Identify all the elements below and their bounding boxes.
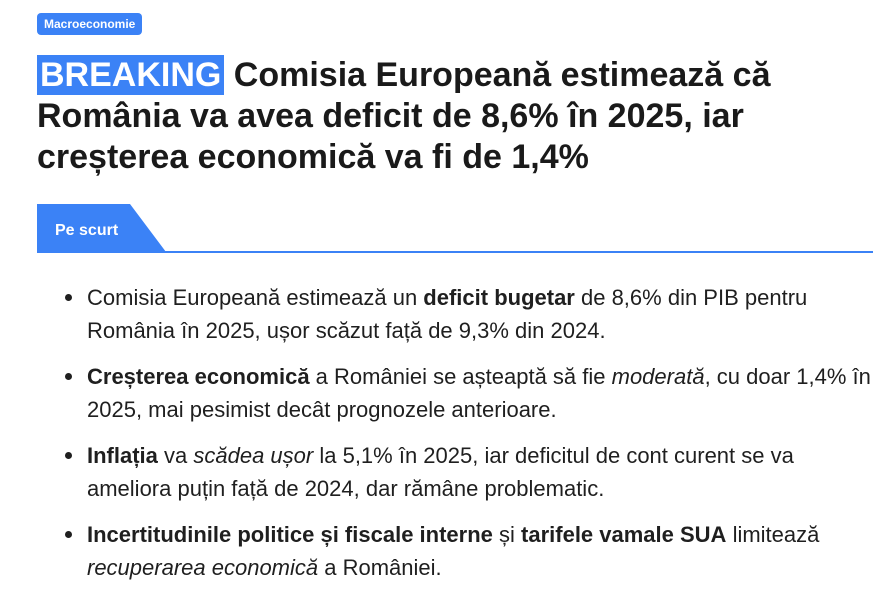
bullet-icon <box>64 373 72 380</box>
article-headline: BREAKING Comisia Europeană estimează că … <box>37 55 837 178</box>
summary-list: Comisia Europeană estimează un deficit b… <box>64 281 877 597</box>
text-segment: și <box>492 522 522 547</box>
bold-text: Creșterea economică <box>87 364 310 389</box>
text-segment: va <box>157 443 194 468</box>
bold-text: tarifele vamale SUA <box>521 522 727 547</box>
summary-item: Creșterea economică a României se așteap… <box>64 360 877 426</box>
tab-underline-divider <box>37 251 873 253</box>
italic-text: scădea ușor <box>193 443 314 468</box>
text-segment: Comisia Europeană estimează un <box>87 285 424 310</box>
text-segment: limitează <box>726 522 820 547</box>
headline-title: Comisia Europeană estimează că România v… <box>37 56 771 176</box>
text-segment: , cu doar 1,4% în 2025, mai pesimist dec… <box>87 364 871 422</box>
tab-label: Pe scurt <box>55 222 119 239</box>
text-segment: de 8,6% din PIB pentru România în 2025, … <box>87 285 808 343</box>
bullet-icon <box>64 294 72 301</box>
breaking-flag: BREAKING <box>37 55 225 95</box>
bullet-icon <box>64 531 72 538</box>
text-segment: a României se așteaptă să fie <box>309 364 612 389</box>
bold-text: Inflația <box>87 443 158 468</box>
summary-item: Inflația va scădea ușor la 5,1% în 2025,… <box>64 439 877 505</box>
bullet-icon <box>64 452 72 459</box>
tab-pe-scurt[interactable]: Pe scurt <box>37 204 166 252</box>
italic-text: recuperarea economică <box>87 555 319 580</box>
text-segment: la 5,1% în 2025, iar deficitul de cont c… <box>87 443 794 501</box>
italic-text: moderată <box>611 364 705 389</box>
category-badge[interactable]: Macroeconomie <box>37 13 143 35</box>
summary-item: Comisia Europeană estimează un deficit b… <box>64 281 877 347</box>
bold-text: Incertitudinile politice și fiscale inte… <box>87 522 493 547</box>
bold-text: deficit bugetar <box>423 285 575 310</box>
summary-item: Incertitudinile politice și fiscale inte… <box>64 518 877 584</box>
text-segment: a României. <box>318 555 442 580</box>
